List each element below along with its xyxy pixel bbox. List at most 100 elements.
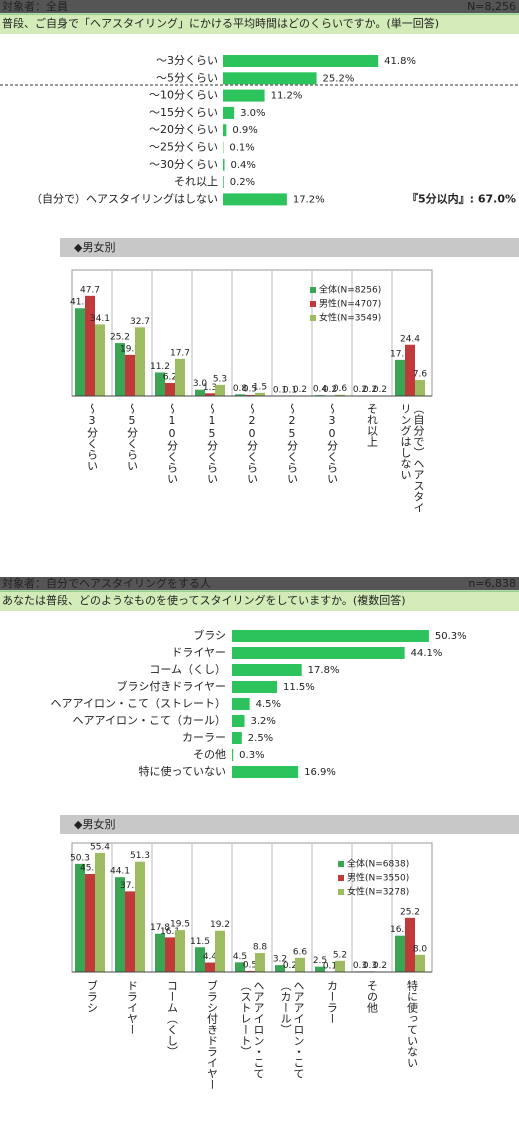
legend-swatch [310,287,316,293]
value-label: 0.9% [232,125,257,136]
value-label: 0.8 [233,384,248,394]
value-label: 0.2 [373,961,387,971]
value-label: 0.2 [283,961,297,971]
legend-swatch [338,875,344,881]
category-label: ブラシ [85,980,99,1013]
legend-label: 女性(N=3278) [347,886,409,898]
value-label: 17.8 [150,923,170,933]
value-label: 0.5 [243,384,257,394]
bar [165,937,175,972]
category-label: 〜10分くらい [149,89,218,102]
value-label: 0.2 [363,385,377,395]
value-label: 3.2% [251,716,276,727]
bar [255,392,265,396]
legend-label: 男性(N=3550) [347,872,409,884]
bar [232,630,429,642]
value-label: 0.2 [353,385,367,395]
header-bar [0,0,519,13]
value-label: 0.2 [373,385,387,395]
bar [175,358,185,396]
value-label: 25.2 [110,333,130,343]
value-label: 11.2 [150,362,170,372]
value-label: 19.6 [120,344,140,354]
value-label: 0.1 [273,385,287,395]
bar [395,935,405,972]
value-label: 41.8% [384,56,416,67]
bar [215,384,225,396]
bar [232,715,245,727]
value-label: 45.6 [80,863,100,873]
gender-heading-bar [60,815,519,834]
question-bar [0,14,519,34]
bar [85,873,95,972]
value-label: 19.2 [210,920,230,930]
value-label: 11.5% [283,682,315,693]
legend-swatch [310,315,316,321]
bar [115,877,125,972]
value-label: 4.5 [233,952,247,962]
value-label: 47.7 [80,285,100,295]
value-label: 51.3 [130,851,150,861]
gender-heading-bar [60,238,519,257]
category-label: その他 [193,748,226,761]
legend-swatch [338,861,344,867]
value-label: 11.2% [271,91,303,102]
value-label: 0.2 [293,385,307,395]
category-label: 〜20分くらい [245,403,259,484]
value-label: 0.3 [353,961,367,971]
bar [232,766,299,778]
bar [223,89,265,102]
value-label: 50.3% [435,631,467,642]
sample-size: n=6,838 [468,577,516,590]
bar [405,344,415,396]
annotation: 『5分以内』: 67.0% [407,191,516,205]
category-label: コーム（くし） [165,980,179,1057]
bar [235,962,245,972]
bar [232,681,278,693]
sample-size: N=8,256 [467,0,516,13]
bar [155,933,165,972]
bar [395,359,405,396]
value-label: 4.4 [203,952,218,962]
legend-label: 全体(N=6838) [347,858,409,870]
category-label: 〜5分くらい [156,71,218,84]
bar [195,947,205,972]
value-label: 16.9% [304,767,336,778]
category-label: ヘアアイロン・こて（カール） [279,980,305,1079]
value-label: 16.9 [390,925,410,935]
category-label: それ以上 [174,175,218,188]
bar [223,72,317,85]
bar [232,664,302,676]
bar [195,389,205,396]
value-label: 0.3 [363,961,377,971]
bar [223,106,235,119]
category-label: 特に使っていない [405,980,419,1068]
value-label: 5.2 [333,950,347,960]
category-label: ヘアアイロン・こて（ストレート） [51,697,226,710]
bar [115,343,125,396]
value-label: 3.2 [273,955,287,965]
value-label: 0.1 [323,961,337,971]
category-label: カーラー [182,731,226,744]
value-label: 44.1 [110,867,130,877]
bar [295,957,305,972]
bar [245,394,255,396]
value-label: 17.2% [293,194,325,205]
bar [135,861,145,972]
bar [223,55,379,67]
category-label: ブラシ [193,628,226,642]
value-label: 11.5 [190,937,210,947]
bar [85,295,95,396]
bar [215,930,225,972]
value-label: 0.4% [230,160,255,171]
bar [223,158,225,171]
value-label: 1.5 [253,382,267,392]
value-label: 1.3 [203,383,217,393]
category-label: 〜30分くらい [325,403,339,484]
category-label: ヘアアイロン・こて（カール） [73,714,226,727]
bar [335,394,345,396]
bar [232,732,242,744]
value-label: 2.5% [248,733,273,744]
bar [255,953,265,972]
value-label: 3.0 [193,379,208,389]
